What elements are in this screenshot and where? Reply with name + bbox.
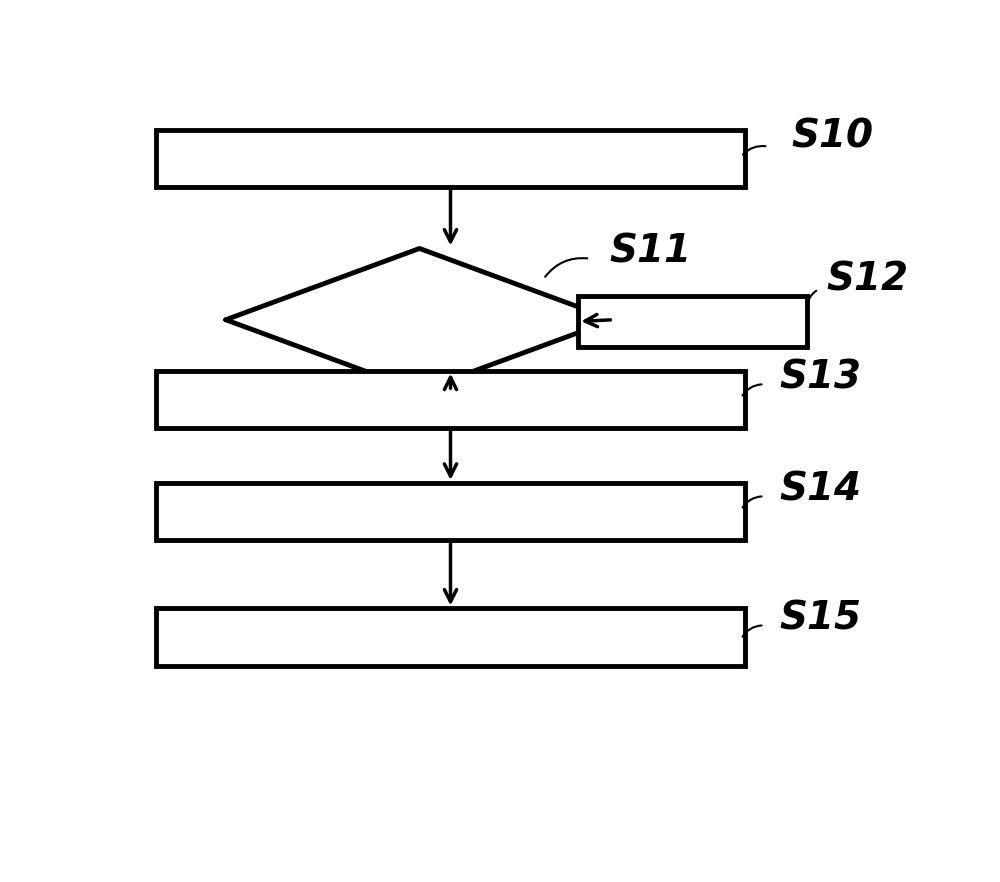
Text: S15: S15 [780,600,862,638]
Text: S11: S11 [609,233,691,271]
Bar [156,130,745,187]
Bar [156,370,745,429]
Text: S13: S13 [780,358,862,397]
Bar [156,482,745,541]
Bar [578,296,807,347]
Text: S10: S10 [792,117,874,155]
Text: S12: S12 [826,260,908,298]
Text: S14: S14 [780,471,862,509]
Bar [156,609,745,666]
